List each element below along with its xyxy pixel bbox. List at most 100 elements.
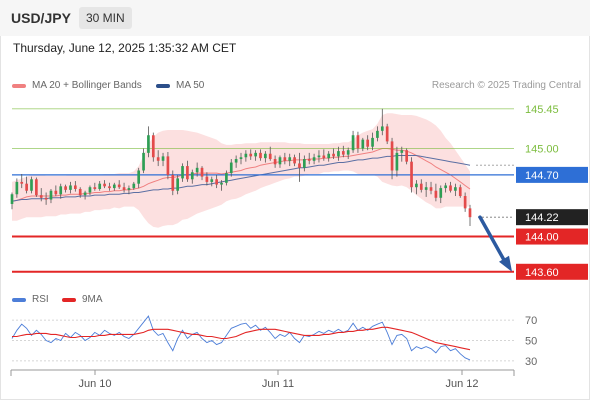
candle-body [346, 150, 350, 155]
candle-body [454, 187, 457, 191]
candle-body [161, 156, 165, 161]
candle-body [400, 150, 404, 153]
candle-body [380, 126, 384, 131]
candle-body [327, 153, 331, 159]
ma9-label: 9MA [82, 294, 103, 305]
ma9-swatch [62, 297, 76, 302]
legend-ma20: MA 20 + Bollinger Bands [12, 80, 142, 91]
candle-body [273, 159, 277, 165]
candle-body [361, 139, 365, 149]
target-label: 144.00 [525, 232, 559, 244]
candle-body [35, 179, 38, 196]
candle-body [166, 156, 170, 175]
timeframe-badge[interactable]: 30 MIN [79, 7, 132, 29]
ma20-line [11, 148, 471, 202]
rsi-line [11, 315, 471, 361]
candle-body [127, 188, 131, 190]
time-axis-label: Jun 11 [262, 378, 294, 390]
candle-body [419, 183, 423, 190]
legend-rsi: RSI [12, 294, 49, 305]
candle-body [64, 186, 67, 190]
candle-body [15, 181, 19, 195]
candle-body [312, 157, 316, 161]
candle-body [147, 135, 150, 153]
target-label: 143.60 [525, 267, 559, 279]
pivot-label: 144.70 [525, 170, 559, 182]
candle-body [190, 172, 194, 180]
candle-body [54, 190, 58, 195]
ma50-swatch [156, 83, 170, 88]
candle-body [83, 192, 87, 196]
candle-body [317, 155, 321, 158]
pivot-label-box [516, 166, 588, 183]
rsi-tick-label: 50 [525, 336, 537, 348]
candle-body [293, 157, 296, 164]
candle-body [74, 185, 77, 189]
time-axis-label: Jun 12 [445, 378, 478, 390]
candle-body [283, 157, 287, 161]
candle-body [307, 159, 311, 161]
candle-body [98, 183, 102, 189]
candle-body [176, 178, 179, 191]
candle-body [39, 195, 43, 198]
candle-body [410, 161, 413, 188]
candle-body [463, 196, 467, 209]
candle-body [322, 155, 326, 159]
candle-body [10, 194, 14, 204]
candle-body [371, 137, 374, 147]
candle-body [390, 141, 394, 171]
target-label-box [516, 263, 588, 280]
candle-body [210, 179, 214, 182]
candle-body [229, 162, 233, 174]
time-axis-label: Jun 10 [78, 378, 111, 390]
legend-9ma: 9MA [62, 294, 103, 305]
copyright-text: Research © 2025 Trading Central [431, 80, 581, 91]
chart-datetime: Thursday, June 12, 2025 1:35:32 AM CET [13, 41, 237, 55]
candle-body [259, 152, 262, 159]
candle-body [424, 187, 428, 190]
candle-body [44, 197, 48, 200]
candle-body [444, 185, 447, 189]
rsi-tick-label: 70 [525, 315, 537, 327]
candle-body [458, 187, 462, 197]
candle-body [112, 184, 116, 189]
candle-body [439, 188, 443, 198]
candle-body [385, 126, 389, 142]
header-bar: USD/JPY 30 MIN [0, 0, 590, 36]
candle-body [156, 157, 160, 161]
candle-body [49, 190, 53, 200]
candle-body [186, 166, 189, 180]
forecast-arrow-head [499, 255, 512, 272]
legend-ma50: MA 50 [156, 80, 204, 91]
candle-body [288, 157, 292, 161]
candle-body [181, 166, 184, 179]
rsi-swatch [12, 297, 26, 302]
candle-body [108, 186, 111, 189]
resistance-label: 145.45 [525, 104, 559, 116]
candle-body [151, 135, 155, 158]
candle-body [264, 153, 267, 159]
candle-body [205, 176, 209, 182]
last-price-box [516, 209, 588, 226]
candle-body [341, 151, 345, 155]
candle-body [142, 152, 145, 171]
candle-body [254, 152, 257, 157]
candle-body [122, 187, 126, 190]
candle-body [366, 139, 370, 147]
candle-body [69, 185, 72, 190]
candle-body [239, 157, 243, 160]
candle-body [332, 153, 335, 157]
candle-body [278, 157, 282, 165]
candle-body [88, 187, 92, 193]
candle-body [249, 153, 253, 157]
candle-body [117, 184, 121, 188]
candle-body [337, 151, 340, 157]
candle-body [171, 174, 175, 191]
candle-body [103, 183, 106, 187]
candle-body [132, 183, 136, 189]
candle-body [220, 182, 223, 185]
candle-body [93, 187, 97, 189]
candle-body [351, 135, 355, 151]
rsi-tick-label: 30 [525, 356, 537, 368]
